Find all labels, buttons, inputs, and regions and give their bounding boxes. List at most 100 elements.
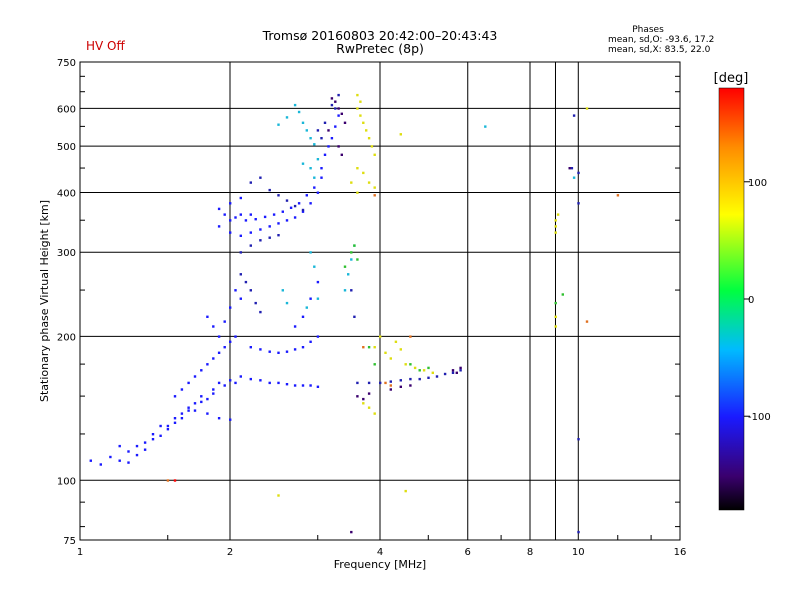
- data-point: [337, 107, 340, 110]
- data-point: [367, 181, 371, 184]
- data-point: [616, 194, 620, 197]
- data-point: [223, 320, 226, 323]
- y-tick-label: 300: [57, 248, 76, 259]
- data-point: [554, 315, 557, 318]
- y-tick-label: 400: [57, 188, 76, 199]
- data-point: [384, 381, 387, 385]
- data-point: [277, 234, 280, 237]
- data-point: [239, 213, 242, 216]
- data-point: [109, 455, 112, 459]
- data-point: [554, 231, 557, 234]
- data-point: [413, 366, 417, 370]
- data-point: [347, 273, 350, 276]
- data-point: [193, 402, 197, 405]
- data-point: [127, 461, 130, 464]
- colorbar-tick-label: 0: [748, 295, 754, 306]
- data-point: [459, 369, 462, 372]
- data-point: [135, 444, 139, 448]
- data-point: [327, 129, 330, 132]
- data-point: [212, 388, 215, 391]
- data-point: [293, 325, 297, 328]
- data-point: [309, 297, 312, 300]
- data-point: [217, 417, 221, 420]
- data-point: [350, 289, 353, 292]
- data-point: [570, 167, 574, 170]
- data-point: [418, 377, 421, 381]
- data-point: [297, 202, 301, 205]
- data-point: [323, 121, 327, 124]
- data-point: [180, 388, 184, 391]
- data-point: [229, 418, 232, 421]
- data-point: [206, 363, 209, 366]
- data-point: [340, 153, 343, 156]
- data-point: [254, 301, 257, 305]
- data-point: [554, 325, 557, 328]
- data-point: [217, 225, 221, 228]
- data-point: [379, 381, 382, 385]
- data-point: [389, 357, 392, 360]
- data-point: [316, 158, 320, 161]
- data-point: [268, 236, 271, 239]
- data-point: [373, 363, 376, 366]
- data-point: [135, 453, 139, 457]
- data-point: [293, 216, 297, 219]
- data-point: [320, 176, 323, 179]
- data-point: [418, 369, 421, 372]
- axis-ticks: 1 2 4 6 8 10 16 75 100 200 300 400 500 600 750: [57, 58, 686, 558]
- data-points: [89, 93, 620, 534]
- data-point: [239, 196, 242, 200]
- data-point: [259, 176, 262, 179]
- x-tick-label: 16: [674, 547, 687, 558]
- data-point: [277, 494, 280, 497]
- data-point: [356, 258, 359, 261]
- data-point: [356, 93, 359, 97]
- data-point: [389, 384, 392, 387]
- data-point: [305, 306, 308, 309]
- data-point: [301, 346, 305, 349]
- data-point: [309, 251, 312, 254]
- data-point: [118, 459, 121, 462]
- status-label: HV Off: [86, 39, 125, 53]
- data-point: [305, 129, 308, 132]
- data-point: [554, 219, 557, 222]
- data-point: [200, 369, 203, 372]
- data-point: [394, 340, 398, 343]
- phases-heading: Phases: [632, 25, 664, 35]
- data-point: [379, 335, 382, 338]
- data-point: [353, 244, 356, 247]
- data-point: [234, 381, 237, 385]
- data-point: [249, 231, 252, 234]
- data-point: [362, 397, 365, 401]
- data-point: [427, 366, 430, 370]
- data-point: [350, 181, 353, 184]
- chart-title-line1: Tromsø 20160803 20:42:00–20:43:43: [262, 28, 498, 43]
- data-point: [556, 213, 560, 216]
- data-point: [268, 381, 271, 385]
- data-point: [373, 186, 376, 189]
- x-tick-label: 4: [377, 547, 383, 558]
- data-point: [212, 392, 215, 395]
- data-point: [206, 412, 209, 415]
- data-point: [301, 208, 305, 212]
- data-point: [285, 199, 289, 202]
- data-point: [229, 306, 232, 309]
- data-point: [249, 377, 252, 381]
- data-point: [239, 273, 242, 276]
- y-tick-label: 500: [57, 142, 76, 153]
- data-point: [193, 375, 197, 378]
- data-point: [451, 371, 455, 374]
- data-point: [297, 110, 301, 114]
- data-point: [268, 188, 271, 192]
- data-point: [356, 191, 359, 194]
- colorbar-label: [deg]: [714, 71, 749, 86]
- data-point: [301, 121, 305, 124]
- data-point: [373, 346, 376, 349]
- data-point: [229, 379, 232, 382]
- data-point: [285, 219, 289, 222]
- data-point: [330, 97, 334, 100]
- data-point: [263, 215, 267, 219]
- data-point: [249, 181, 252, 184]
- y-tick-label: 200: [57, 332, 76, 343]
- data-point: [572, 114, 576, 117]
- data-point: [285, 301, 289, 305]
